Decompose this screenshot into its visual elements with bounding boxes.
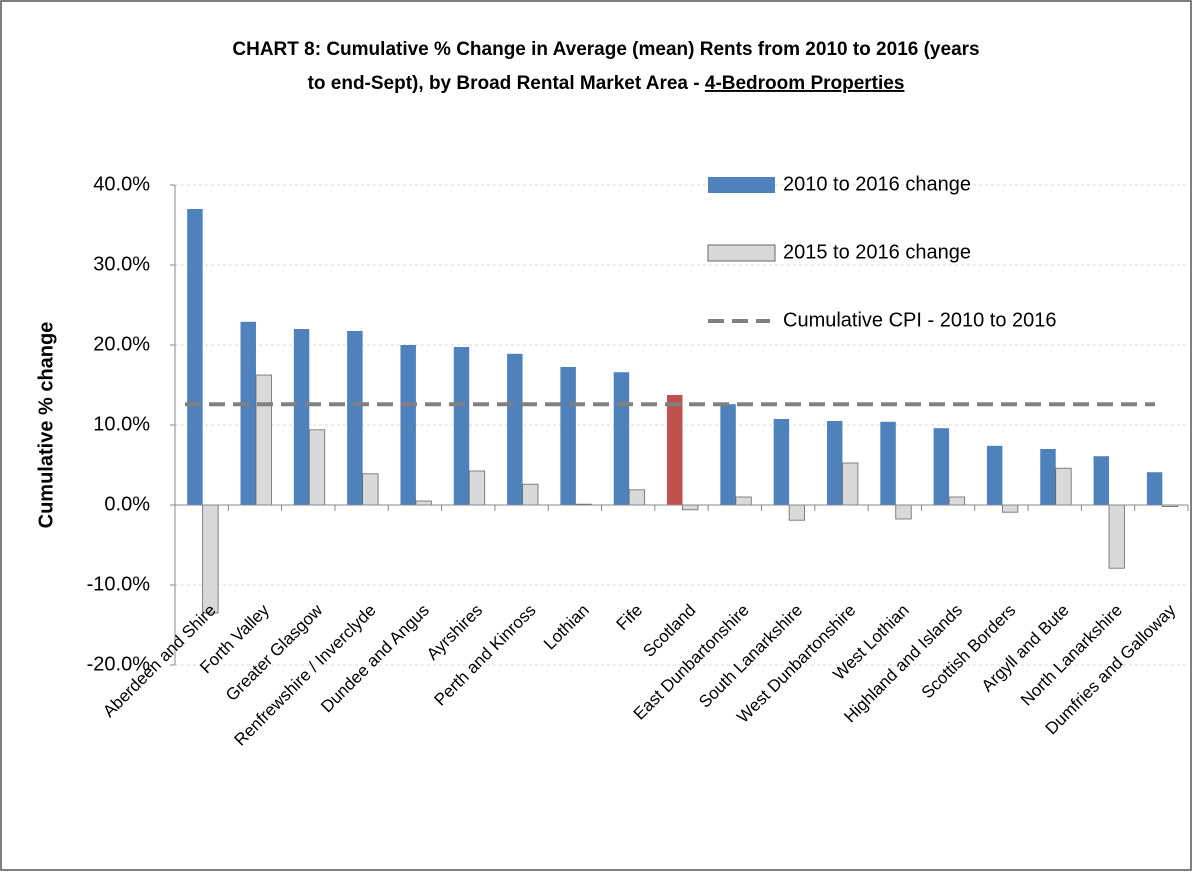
bar (240, 321, 256, 505)
bar (773, 419, 790, 505)
chart-title-emphasis: 4-Bedroom Properties (705, 73, 905, 94)
y-tick-label: 30.0% (93, 253, 150, 275)
chart-title: CHART 8: Cumulative % Change in Average … (232, 39, 979, 60)
bar (667, 395, 683, 505)
bar (788, 504, 805, 521)
y-tick-label: -10.0% (87, 573, 151, 595)
bar (293, 329, 310, 505)
bar (1108, 504, 1125, 569)
bar (1093, 456, 1110, 505)
bar (880, 421, 896, 505)
bar (682, 504, 699, 511)
bar (895, 504, 912, 520)
bar (202, 504, 219, 614)
y-tick-label: -20.0% (87, 653, 151, 675)
y-axis-label: Cumulative % change (35, 322, 57, 529)
bar (468, 470, 486, 506)
chart-title: to end-Sept), by Broad Rental Market Are… (308, 73, 905, 94)
bar (1001, 504, 1019, 513)
bar (933, 428, 950, 505)
bar (628, 489, 646, 506)
bar (187, 209, 203, 505)
bar (308, 429, 326, 506)
bar (453, 347, 470, 505)
bar (613, 372, 630, 505)
bar (720, 404, 736, 505)
legend-label: 2015 to 2016 change (783, 241, 971, 263)
bar (735, 496, 752, 506)
legend-swatch (708, 177, 775, 193)
bar (347, 331, 363, 505)
legend-label: Cumulative CPI - 2010 to 2016 (783, 309, 1057, 331)
y-tick-label: 40.0% (93, 173, 150, 195)
bar (415, 500, 432, 506)
legend-label: 2010 to 2016 change (783, 173, 971, 195)
bar (362, 473, 379, 506)
y-tick-label: 10.0% (93, 413, 150, 435)
bar (948, 496, 965, 506)
bar (986, 445, 1003, 505)
y-tick-label: 20.0% (93, 333, 150, 355)
bar (842, 462, 859, 506)
legend-swatch (707, 244, 776, 262)
bar (522, 483, 539, 506)
bar (507, 353, 523, 505)
bar (1055, 467, 1072, 506)
bar (560, 367, 576, 505)
bar (1040, 449, 1056, 505)
chart-title: to end-Sept), by Broad Rental Market Are… (308, 73, 700, 94)
y-tick-label: 0.0% (104, 493, 150, 515)
bar (255, 374, 272, 506)
bar (400, 345, 416, 505)
bar (1146, 472, 1163, 505)
bar (826, 421, 843, 505)
